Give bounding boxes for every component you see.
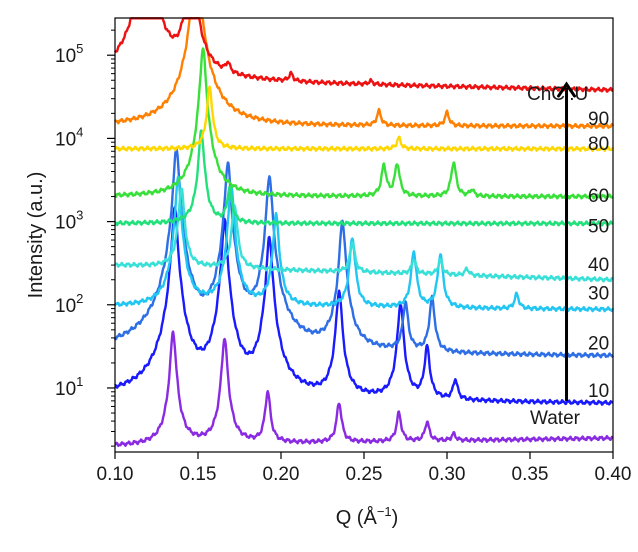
x-axis-title-exponent: −1 xyxy=(377,504,392,519)
y-tick-label: 102 xyxy=(55,291,83,317)
x-tick-label: 0.10 xyxy=(97,464,134,485)
series-line-80 xyxy=(113,85,615,153)
y-tick-label: 104 xyxy=(55,124,83,150)
series-line-60 xyxy=(113,47,614,200)
series-label-20: 20 xyxy=(588,334,609,355)
series-label-80: 80 xyxy=(588,134,609,155)
x-tick-label: 0.30 xyxy=(429,464,466,485)
ticks-layer: 0.10 0.15 0.20 0.25 0.30 0.35 0.40101102103104… xyxy=(55,29,632,485)
series-line-90 xyxy=(113,17,615,130)
x-tick-label: 0.25 xyxy=(346,464,383,485)
x-tick-label: 0.15 xyxy=(180,464,217,485)
series-layer xyxy=(113,17,615,447)
y-tick-label: 101 xyxy=(55,374,83,400)
series-line-10 xyxy=(114,205,614,406)
x-axis-title-prefix: Q (Å xyxy=(336,506,378,529)
series-labels-layer: Water 10 20 30 40 50 60 80 90 xyxy=(530,109,609,429)
series-line-40 xyxy=(114,187,614,283)
series-label-water: Water xyxy=(530,408,581,429)
series-label-40: 40 xyxy=(588,255,609,276)
ratio-arrow-head xyxy=(557,81,577,98)
series-line-top xyxy=(113,17,614,93)
y-axis-title: Intensity (a.u.) xyxy=(25,172,47,299)
y-tick-label: 105 xyxy=(55,41,83,67)
series-label-30: 30 xyxy=(588,284,609,305)
y-tick-label: 103 xyxy=(55,208,83,234)
x-tick-label: 0.35 xyxy=(512,464,549,485)
series-line-30 xyxy=(113,175,615,313)
series-group-title: ChCl:U xyxy=(527,84,588,105)
series-line-water xyxy=(114,330,614,447)
series-label-90: 90 xyxy=(588,109,609,130)
x-tick-label: 0.20 xyxy=(263,464,300,485)
x-axis-title-suffix: ) xyxy=(392,507,399,529)
series-label-50: 50 xyxy=(588,216,609,237)
series-label-60: 60 xyxy=(588,186,609,207)
arrow-layer xyxy=(557,81,577,401)
series-line-50 xyxy=(114,129,614,227)
x-axis-title: Q (Å−1) xyxy=(336,504,399,529)
x-tick-label: 0.40 xyxy=(595,464,632,485)
series-label-10: 10 xyxy=(588,381,609,402)
